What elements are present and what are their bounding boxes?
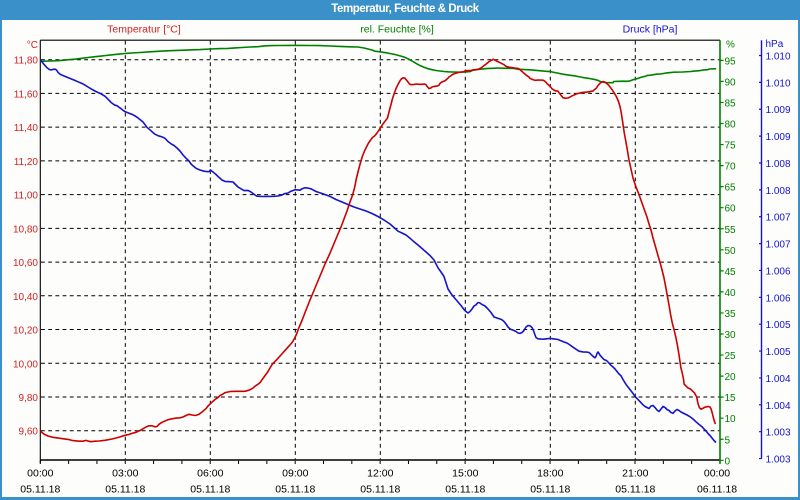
svg-text:00:00: 00:00 <box>27 468 53 480</box>
svg-text:10,20: 10,20 <box>13 326 38 337</box>
svg-text:1.008: 1.008 <box>766 186 791 197</box>
svg-text:11,40: 11,40 <box>14 123 39 134</box>
svg-text:15: 15 <box>725 393 737 404</box>
svg-text:11,00: 11,00 <box>14 191 39 202</box>
svg-text:05.11.18: 05.11.18 <box>360 484 400 496</box>
svg-text:1.010: 1.010 <box>766 52 791 63</box>
svg-text:10,40: 10,40 <box>13 292 38 303</box>
svg-text:10,00: 10,00 <box>13 359 38 370</box>
svg-text:Temperatur [°C]: Temperatur [°C] <box>107 23 181 35</box>
svg-text:1.003: 1.003 <box>766 428 791 439</box>
svg-text:15:00: 15:00 <box>452 468 478 480</box>
svg-text:05.11.18: 05.11.18 <box>530 484 570 496</box>
svg-text:0: 0 <box>725 456 731 467</box>
svg-text:5: 5 <box>725 435 731 446</box>
svg-text:1.003: 1.003 <box>766 455 791 466</box>
svg-text:10,60: 10,60 <box>13 258 38 269</box>
svg-text:70: 70 <box>725 162 737 173</box>
svg-text:1.006: 1.006 <box>766 293 791 304</box>
svg-text:05.11.18: 05.11.18 <box>105 484 145 496</box>
svg-text:75: 75 <box>725 141 737 152</box>
svg-text:45: 45 <box>725 267 737 278</box>
svg-text:10: 10 <box>725 414 737 425</box>
svg-text:06:00: 06:00 <box>197 468 223 480</box>
svg-text:11,20: 11,20 <box>14 157 39 168</box>
svg-text:1.005: 1.005 <box>766 347 791 358</box>
svg-text:9,80: 9,80 <box>19 393 39 404</box>
svg-text:09:00: 09:00 <box>282 468 308 480</box>
svg-text:05.11.18: 05.11.18 <box>190 484 230 496</box>
svg-text:05.11.18: 05.11.18 <box>445 484 485 496</box>
svg-text:1.006: 1.006 <box>766 266 791 277</box>
svg-text:00:00: 00:00 <box>704 468 730 480</box>
svg-text:%: % <box>726 40 735 51</box>
svg-text:1.009: 1.009 <box>766 132 791 143</box>
svg-text:12:00: 12:00 <box>367 468 393 480</box>
svg-text:1.008: 1.008 <box>766 159 791 170</box>
svg-text:1.007: 1.007 <box>766 213 791 224</box>
svg-text:03:00: 03:00 <box>112 468 138 480</box>
svg-text:1.007: 1.007 <box>766 240 791 251</box>
svg-text:hPa: hPa <box>766 39 784 50</box>
svg-text:30: 30 <box>725 330 737 341</box>
svg-text:65: 65 <box>725 183 737 194</box>
svg-text:20: 20 <box>725 372 737 383</box>
svg-text:35: 35 <box>725 309 737 320</box>
svg-text:05.11.18: 05.11.18 <box>615 484 655 496</box>
svg-text:1.004: 1.004 <box>766 401 791 412</box>
svg-text:90: 90 <box>725 77 737 88</box>
svg-text:rel. Feuchte [%]: rel. Feuchte [%] <box>360 23 434 35</box>
svg-text:18:00: 18:00 <box>537 468 563 480</box>
svg-text:1.005: 1.005 <box>766 320 791 331</box>
svg-text:95: 95 <box>725 56 737 67</box>
svg-text:21:00: 21:00 <box>622 468 648 480</box>
svg-text:85: 85 <box>725 98 737 109</box>
svg-text:40: 40 <box>725 288 737 299</box>
svg-text:Druck [hPa]: Druck [hPa] <box>623 23 678 35</box>
svg-text:60: 60 <box>725 204 737 215</box>
svg-text:10,80: 10,80 <box>13 224 38 235</box>
svg-text:55: 55 <box>725 225 737 236</box>
svg-text:1.004: 1.004 <box>766 374 791 385</box>
svg-text:05.11.18: 05.11.18 <box>20 484 60 496</box>
svg-text:11,80: 11,80 <box>14 56 39 67</box>
svg-text:°C: °C <box>27 40 38 51</box>
svg-text:06.11.18: 06.11.18 <box>697 484 737 496</box>
svg-text:11,60: 11,60 <box>14 89 39 100</box>
svg-text:9,60: 9,60 <box>19 427 39 438</box>
svg-text:1.010: 1.010 <box>766 78 791 89</box>
svg-text:80: 80 <box>725 120 737 131</box>
svg-text:05.11.18: 05.11.18 <box>275 484 315 496</box>
svg-text:25: 25 <box>725 351 737 362</box>
svg-text:1.009: 1.009 <box>766 105 791 116</box>
svg-text:50: 50 <box>725 246 737 257</box>
